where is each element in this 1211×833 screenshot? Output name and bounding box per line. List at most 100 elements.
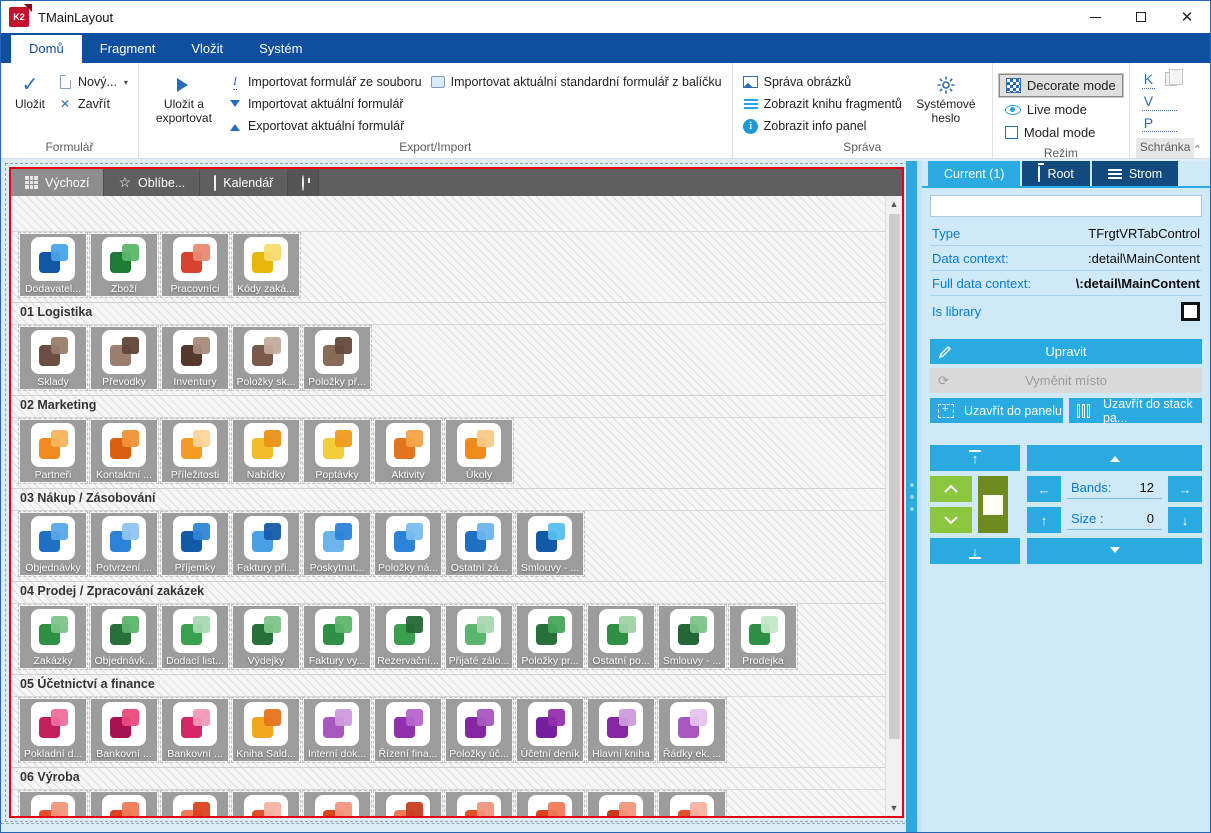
maximize-button[interactable] (1118, 1, 1164, 33)
tile[interactable]: Účetní deník (515, 697, 585, 763)
tile[interactable]: Řádky ek. ... (657, 697, 727, 763)
manage-images-button[interactable]: Správa obrázků (739, 71, 906, 93)
tile[interactable]: Smlouvy - ... (657, 604, 727, 670)
tile[interactable]: Hlavní kniha (586, 697, 656, 763)
tile[interactable]: Převodky (89, 325, 159, 391)
import-form-file-button[interactable]: I Importovat formulář ze souboru (223, 71, 426, 93)
search-input[interactable] (930, 195, 1202, 217)
size-down-button[interactable]: ↓ (1168, 507, 1202, 533)
import-current-form-button[interactable]: Importovat aktuální formulář (223, 93, 426, 115)
close-button[interactable]: ✕ (1180, 9, 1194, 26)
close-form-button[interactable]: ✕ Zavřít (53, 93, 132, 115)
tile[interactable]: Zakázky (18, 604, 88, 670)
tile[interactable]: Aktivity (373, 418, 443, 484)
tile[interactable]: Interní dok... (302, 697, 372, 763)
tile[interactable]: Kódy zaká... (231, 232, 301, 298)
live-mode-button[interactable]: Live mode (999, 99, 1123, 120)
tile[interactable]: Příjemky (160, 511, 230, 577)
tile[interactable] (657, 790, 727, 816)
tile[interactable] (586, 790, 656, 816)
move-to-bottom-button[interactable]: ↓ (930, 538, 1020, 564)
inspector-tab-strom[interactable]: Strom (1091, 161, 1179, 186)
tile[interactable]: Úkoly (444, 418, 514, 484)
export-current-form-button[interactable]: Exportovat aktuální formulář (223, 115, 426, 137)
tile[interactable]: Prodejka (728, 604, 798, 670)
tile[interactable]: Potvrzení ... (89, 511, 159, 577)
tile[interactable]: Poskytnut... (302, 511, 372, 577)
tile[interactable]: Poptávky (302, 418, 372, 484)
band-next-button[interactable] (1027, 538, 1202, 564)
import-package-button[interactable]: Importovat aktuální standardní formulář … (426, 71, 726, 93)
form-designer-canvas[interactable]: Výchozí ☆ Oblíbe... Kalendář Dodavatel... Zb… (5, 163, 908, 822)
tile[interactable]: Dodavatel... (18, 232, 88, 298)
band-prev-button[interactable] (1027, 445, 1202, 471)
move-up-button[interactable] (930, 476, 972, 502)
tile[interactable]: Položky úč... (444, 697, 514, 763)
minimize-button[interactable] (1072, 1, 1118, 33)
tile[interactable]: Smlouvy - ... (515, 511, 585, 577)
copy-icon[interactable] (1165, 69, 1184, 86)
tile[interactable]: Rezervační... (373, 604, 443, 670)
tile[interactable]: Ostatní zá... (444, 511, 514, 577)
tile[interactable]: Ostatní po... (586, 604, 656, 670)
tile[interactable]: Partneři (18, 418, 88, 484)
edit-button[interactable]: Upravit (930, 339, 1202, 364)
tile[interactable]: Položky pr... (515, 604, 585, 670)
tile[interactable]: Položky př... (302, 325, 372, 391)
tile[interactable]: Pracovníci (160, 232, 230, 298)
vertical-scrollbar[interactable]: ▲ ▼ (885, 196, 902, 816)
tile[interactable]: Faktury při... (231, 511, 301, 577)
tile[interactable]: Řízení fina... (373, 697, 443, 763)
move-to-top-button[interactable]: ↑ (930, 445, 1020, 471)
tile[interactable]: Pokladní d... (18, 697, 88, 763)
tile[interactable]: Kontaktní ... (89, 418, 159, 484)
scroll-up-icon[interactable]: ▲ (889, 199, 899, 209)
clipboard-k-button[interactable]: K (1141, 71, 1156, 89)
panel-splitter[interactable] (906, 161, 917, 832)
tile[interactable] (444, 790, 514, 816)
tile[interactable]: Dodací list... (160, 604, 230, 670)
decorate-mode-button[interactable]: Decorate mode (997, 73, 1124, 98)
move-down-button[interactable] (930, 507, 972, 533)
ribbon-tab-vložit[interactable]: Vložit (191, 41, 224, 56)
canvas-tab-vchoz[interactable]: Výchozí (11, 169, 105, 196)
tile[interactable]: Faktury vy... (302, 604, 372, 670)
inspector-tab-current1[interactable]: Current (1) (928, 161, 1021, 186)
tile[interactable]: Položky sk... (231, 325, 301, 391)
scroll-down-icon[interactable]: ▼ (889, 803, 899, 813)
bands-increase-button[interactable]: → (1168, 476, 1202, 502)
ribbon-tab-systém[interactable]: Systém (259, 41, 303, 56)
clipboard-p-button[interactable]: P (1141, 115, 1178, 133)
is-library-checkbox[interactable] (1181, 302, 1200, 321)
tile[interactable] (373, 790, 443, 816)
tile[interactable]: Zboží (89, 232, 159, 298)
tile[interactable]: Příležitosti (160, 418, 230, 484)
inspector-tab-root[interactable]: Root (1022, 161, 1090, 186)
canvas-tab[interactable] (288, 169, 320, 196)
canvas-tab-oblbe[interactable]: ☆ Oblíbe... (104, 169, 201, 196)
show-info-panel-button[interactable]: i Zobrazit info panel (739, 115, 906, 137)
tile[interactable]: Sklady (18, 325, 88, 391)
tile[interactable]: Bankovní ... (160, 697, 230, 763)
scrollbar-thumb[interactable] (888, 214, 900, 739)
show-fragment-book-button[interactable]: Zobrazit knihu fragmentů (739, 93, 906, 115)
tile[interactable]: Nabídky (231, 418, 301, 484)
tile[interactable]: Přijaté zálo... (444, 604, 514, 670)
save-button[interactable]: ✓ Uložit (15, 73, 46, 111)
tile[interactable]: Objednávky (18, 511, 88, 577)
tile[interactable]: Výdejky (231, 604, 301, 670)
tile[interactable] (89, 790, 159, 816)
system-password-button[interactable]: Systémové heslo (906, 67, 986, 131)
bands-decrease-button[interactable]: ← (1027, 476, 1061, 502)
size-up-button[interactable]: ↑ (1027, 507, 1061, 533)
canvas-tab-kalend[interactable]: Kalendář (200, 169, 289, 196)
ribbon-tab-domů[interactable]: Domů (11, 35, 82, 63)
modal-mode-button[interactable]: Modal mode (999, 122, 1123, 143)
clipboard-v-button[interactable]: V (1141, 93, 1178, 111)
tile[interactable] (302, 790, 372, 816)
tile[interactable] (231, 790, 301, 816)
tile[interactable]: Inventury (160, 325, 230, 391)
ribbon-tab-fragment[interactable]: Fragment (99, 41, 156, 56)
tile[interactable] (18, 790, 88, 816)
save-export-button[interactable]: Uložit a exportovat (145, 67, 223, 131)
